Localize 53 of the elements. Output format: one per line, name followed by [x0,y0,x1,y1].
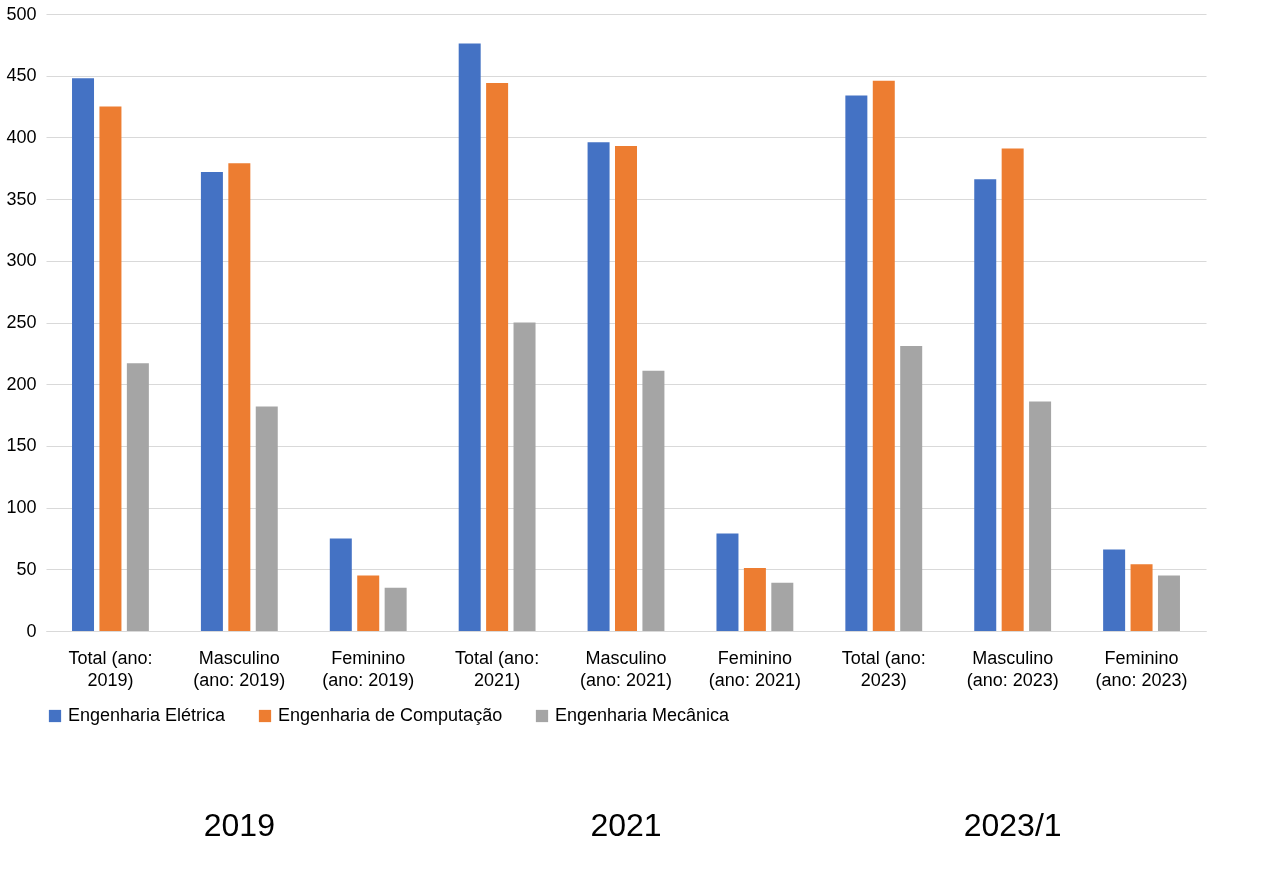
bar [900,345,923,631]
bar [357,575,380,631]
x-tick-label: Masculino (ano: 2021) [579,647,673,690]
bar [200,171,223,631]
y-tick-label: 500 [6,3,37,24]
bar [1103,549,1126,631]
x-tick-label: Feminino (ano: 2019) [322,647,415,690]
x-tick-label: Feminino (ano: 2023) [1095,647,1188,690]
y-tick-label: 0 [26,620,37,641]
y-tick-label: 150 [6,435,37,456]
bar [642,370,665,631]
bar [1157,575,1180,631]
x-tick-label: Feminino (ano: 2021) [708,647,801,690]
bar [743,568,766,631]
bar [1001,148,1024,631]
legend-label: Engenharia de Computação [278,705,503,725]
bar [587,142,610,631]
x-tick-label: Total (ano: 2019) [68,647,153,690]
bar [458,43,481,631]
bar [845,95,868,631]
x-tick-label: Total (ano: 2023) [841,647,926,690]
bar [974,179,997,631]
bar [1130,564,1153,631]
y-tick-label: 400 [6,126,37,147]
bar [513,322,536,631]
y-tick-label: 300 [6,250,37,271]
x-tick-label: Masculino (ano: 2023) [966,647,1059,690]
legend-label: Engenharia Elétrica [68,705,227,725]
legend-label: Engenharia Mecânica [555,705,731,725]
y-tick-label: 250 [6,312,37,332]
bar [329,538,352,631]
x-tick-label: Total (ano: 2021) [455,647,540,690]
bar [716,533,739,631]
y-tick-label: 200 [6,373,37,394]
bar [771,582,794,631]
bar [99,106,122,631]
x-tick-label: Masculino (ano: 2019) [193,647,286,690]
y-tick-label: 50 [16,558,37,579]
bar [228,163,251,631]
y-tick-label: 100 [6,497,37,518]
y-tick-label: 450 [6,65,37,86]
y-tick-label: 350 [6,188,37,209]
bar [384,587,407,631]
bar [255,406,278,631]
bar [486,83,509,631]
bar [126,363,149,631]
bar [615,146,637,631]
bar [872,80,895,631]
bar [1029,401,1052,631]
text: 2023/1 [963,807,1062,843]
text: 2021 [590,807,662,843]
text: 2019 [203,807,275,843]
bar [72,78,95,631]
